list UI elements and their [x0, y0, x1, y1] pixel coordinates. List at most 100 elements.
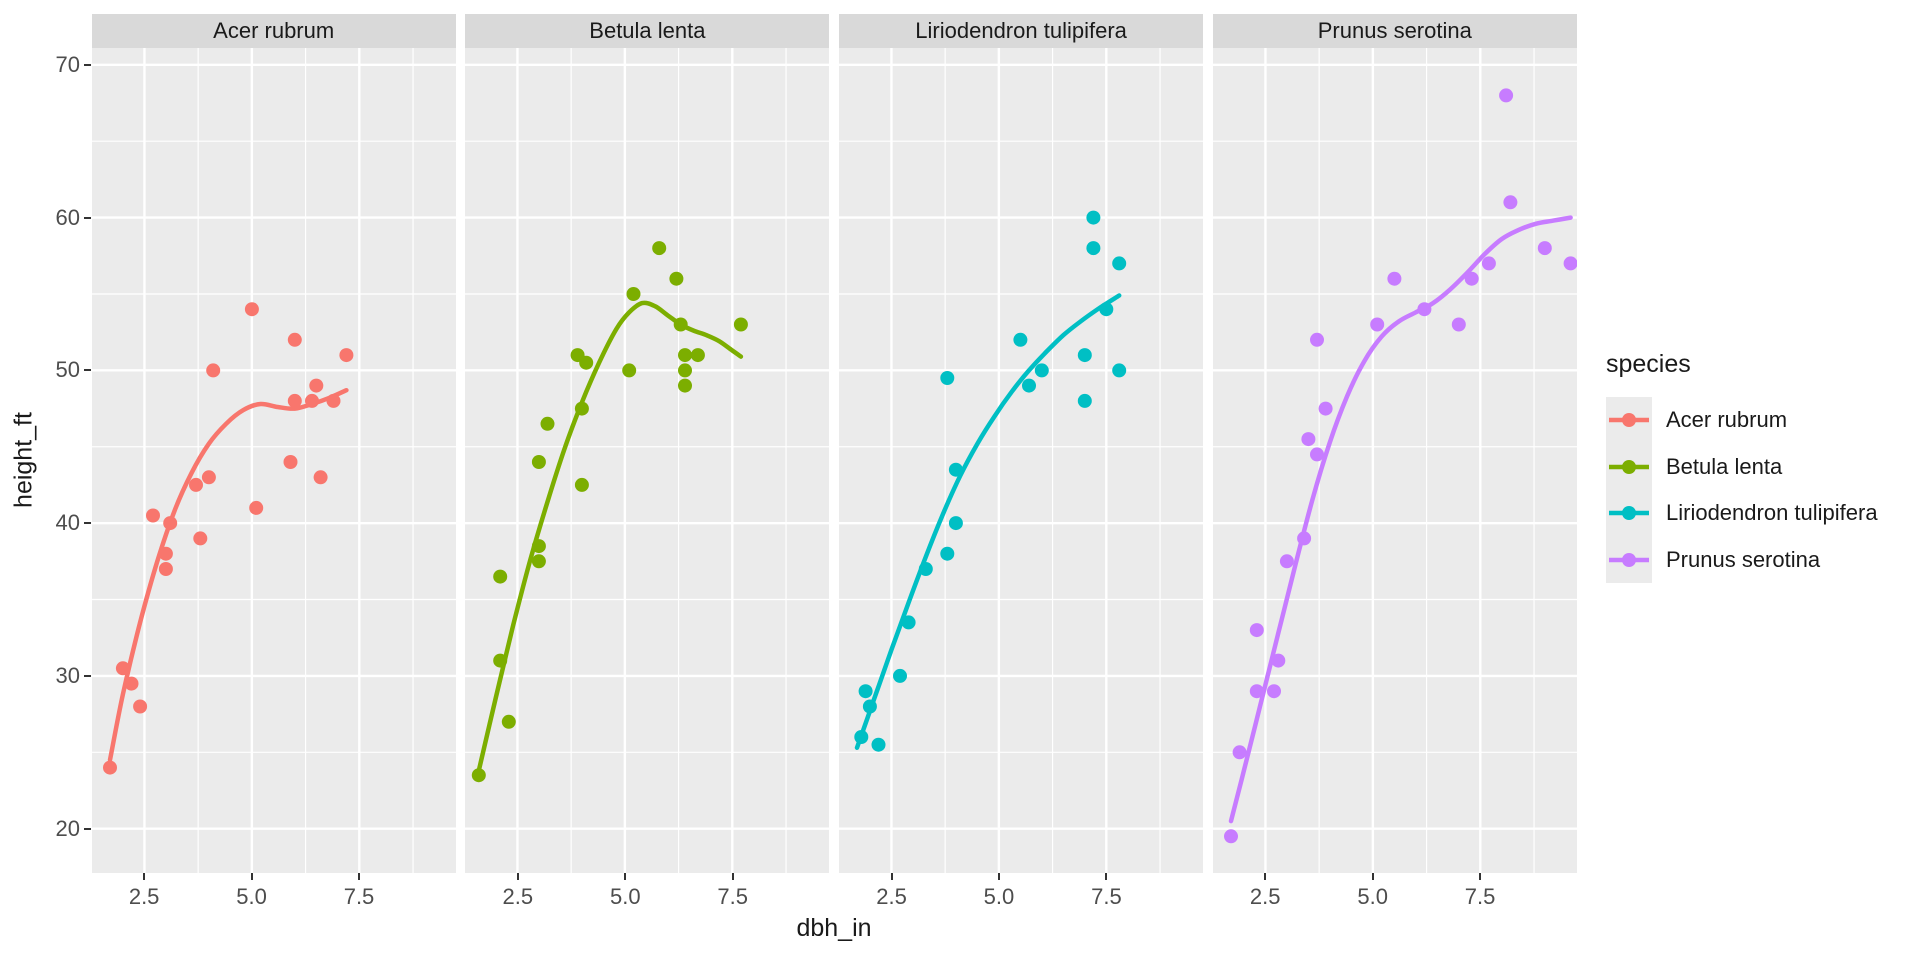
x-tick-label: 7.5 [1091, 884, 1122, 909]
x-tick-label: 5.0 [1357, 884, 1388, 909]
x-axis-tick [1479, 873, 1482, 880]
legend-item-label: Liriodendron tulipifera [1666, 500, 1878, 526]
panel-background [839, 48, 1204, 873]
data-point [1318, 401, 1333, 416]
y-tick-label: 50 [55, 357, 80, 383]
legend-item-label: Acer rubrum [1666, 407, 1788, 433]
major-gridlines [91, 48, 456, 873]
data-point [115, 661, 130, 676]
legend-key-dot [1622, 459, 1636, 474]
y-tick-label: 40 [55, 510, 80, 536]
legend-items: Acer rubrum Betula lenta Liriodendron tuli… [1606, 397, 1878, 584]
x-axis-tick [731, 873, 734, 880]
data-point [1271, 653, 1286, 668]
data-point [162, 516, 177, 531]
data-point [540, 416, 555, 431]
major-gridlines [1212, 48, 1577, 873]
data-point [145, 508, 160, 523]
y-axis-tick [84, 63, 91, 66]
data-point [1112, 363, 1127, 378]
data-point [1077, 348, 1092, 363]
data-point [678, 378, 693, 393]
data-point [940, 371, 955, 385]
data-point [205, 363, 220, 378]
data-point [1112, 256, 1127, 271]
smooth-line [476, 300, 744, 773]
data-point [1034, 363, 1049, 378]
y-axis-tick [84, 674, 91, 677]
x-axis-tick [358, 873, 360, 880]
y-axis-tick [84, 216, 91, 219]
facet-strip: Prunus serotina [1212, 13, 1577, 48]
data-point [244, 302, 259, 317]
y-tick-label: 30 [55, 662, 80, 688]
data-point [893, 668, 908, 683]
data-point [669, 271, 684, 286]
x-axis-tick [890, 873, 893, 880]
data-point [1563, 256, 1577, 271]
x-axis-tick [1264, 873, 1267, 880]
major-gridlines [839, 48, 1204, 873]
data-point [862, 699, 877, 714]
data-point [678, 348, 693, 363]
data-point [674, 317, 689, 332]
smooth-line [1228, 215, 1573, 824]
facet-panel [1212, 48, 1577, 873]
data-point [287, 393, 302, 408]
data-point [918, 562, 933, 576]
data-point [622, 363, 637, 378]
data-point [308, 378, 323, 393]
smooth-line [854, 293, 1122, 750]
data-point [1086, 241, 1101, 256]
y-axis-tick [84, 522, 91, 525]
minor-gridlines [465, 48, 830, 873]
legend-key [1606, 443, 1652, 491]
data-point [124, 676, 139, 691]
x-axis-tick [143, 873, 146, 880]
x-axis-tick [250, 873, 253, 880]
data-point [1279, 554, 1294, 569]
facet-strip-label: Acer rubrum [213, 17, 335, 43]
data-point [1464, 271, 1479, 286]
facet-strip: Liriodendron tulipifera [839, 13, 1204, 48]
data-point [493, 653, 508, 668]
legend-key-glyph [1609, 506, 1649, 521]
y-tick-label: 70 [55, 51, 80, 77]
x-tick-label: 5.0 [236, 884, 267, 909]
data-point [1296, 531, 1311, 546]
panel-background [1212, 48, 1577, 873]
x-axis-title: dbh_in [796, 914, 872, 942]
legend-item-label: Prunus serotina [1666, 547, 1821, 573]
facet-strip-label: Betula lenta [589, 17, 706, 43]
data-point [1232, 745, 1247, 760]
data-point [575, 477, 590, 492]
major-gridlines [465, 48, 830, 873]
legend-key-dot [1622, 506, 1636, 521]
data-point [1309, 332, 1324, 347]
data-point [1451, 317, 1466, 332]
data-point [1537, 241, 1552, 256]
facet-panel [839, 48, 1204, 873]
legend-item: Prunus serotina [1606, 536, 1878, 584]
data-point [502, 714, 517, 729]
data-point [188, 477, 203, 492]
x-tick-label: 7.5 [717, 884, 748, 909]
data-point [871, 737, 886, 752]
data-point [691, 348, 706, 363]
data-point [201, 470, 216, 485]
data-point [158, 546, 173, 561]
data-point [1301, 432, 1316, 447]
legend-item-label: Betula lenta [1666, 453, 1783, 479]
legend-title: species [1606, 350, 1691, 378]
data-point [626, 287, 641, 301]
data-point [734, 317, 749, 332]
legend-key [1606, 397, 1652, 444]
data-point [287, 332, 302, 347]
data-point [948, 462, 963, 477]
data-point [1013, 332, 1028, 347]
facet-panel [91, 48, 456, 873]
data-point [493, 569, 508, 584]
x-tick-label: 2.5 [128, 884, 160, 909]
panel-background [465, 48, 830, 873]
